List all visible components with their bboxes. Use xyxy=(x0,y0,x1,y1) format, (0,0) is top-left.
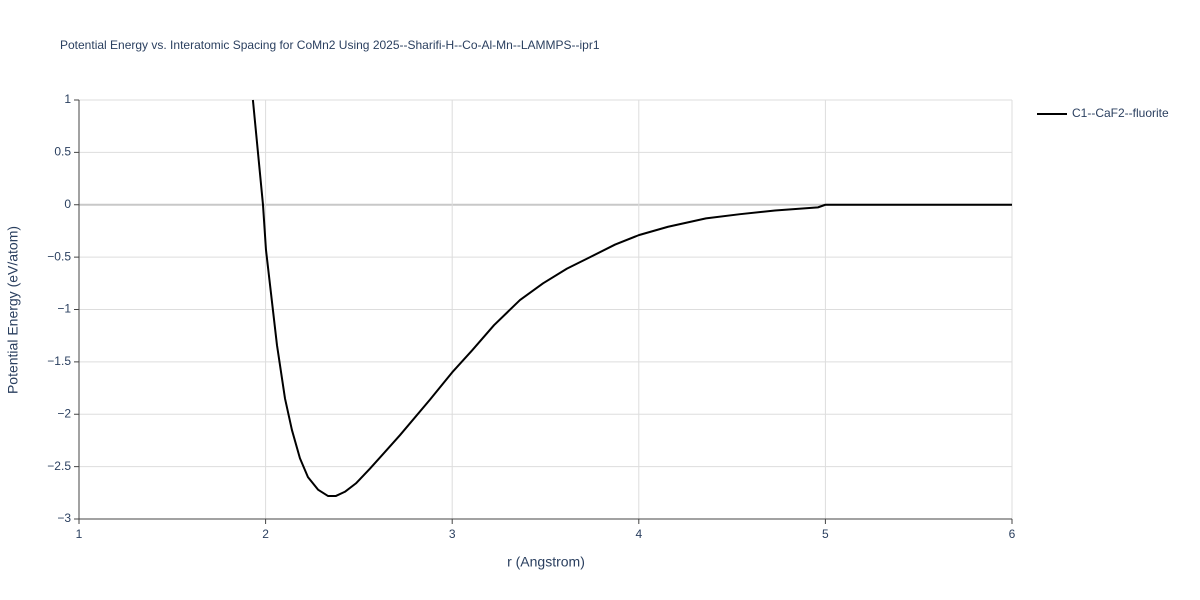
y-tick-label: 1 xyxy=(64,92,71,106)
x-tick-label: 5 xyxy=(822,527,829,541)
x-tick-label: 4 xyxy=(635,527,642,541)
x-axis-title: r (Angstrom) xyxy=(507,554,585,570)
y-tick-label: 0 xyxy=(64,197,71,211)
y-axis-title: Potential Energy (eV/atom) xyxy=(5,226,21,394)
x-tick-label: 2 xyxy=(262,527,269,541)
y-tick-label: −2 xyxy=(57,406,71,420)
y-tick-label: −3 xyxy=(57,511,71,525)
y-tick-label: −1.5 xyxy=(47,354,71,368)
x-tick-label: 3 xyxy=(449,527,456,541)
y-tick-label: −0.5 xyxy=(47,249,71,263)
y-tick-label: 0.5 xyxy=(54,145,71,159)
chart-title: Potential Energy vs. Interatomic Spacing… xyxy=(60,38,600,52)
x-tick-label: 1 xyxy=(76,527,83,541)
data-line xyxy=(251,99,1012,497)
y-tick-label: −2.5 xyxy=(47,459,71,473)
x-tick-label: 6 xyxy=(1009,527,1016,541)
legend-label: C1--CaF2--fluorite xyxy=(1072,106,1169,120)
y-tick-label: −1 xyxy=(57,302,71,316)
